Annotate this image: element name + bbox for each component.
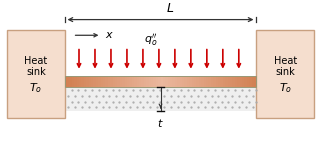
Bar [82,76,84,87]
Bar [91,76,94,87]
Bar [127,76,130,87]
Bar [72,76,74,87]
Bar [182,76,185,87]
Bar [158,76,161,87]
Bar [93,76,96,87]
Bar [175,76,178,87]
Bar [141,76,144,87]
Bar [254,76,257,87]
Bar [252,76,254,87]
Bar [65,76,67,87]
Bar [125,76,127,87]
Bar [149,76,151,87]
Bar [204,76,206,87]
Bar [69,76,72,87]
Bar [237,76,240,87]
Bar [77,76,79,87]
Bar [153,76,156,87]
Bar [208,76,211,87]
Bar [105,76,108,87]
Bar [189,76,192,87]
Text: Heat: Heat [273,56,297,66]
Bar [232,76,235,87]
Bar [201,76,204,87]
Text: Heat: Heat [24,56,48,66]
Bar [185,76,187,87]
Bar [151,76,154,87]
Bar [7,30,65,118]
Bar [177,76,180,87]
Bar [89,76,91,87]
Bar [180,76,182,87]
Bar [165,76,168,87]
Bar [146,76,149,87]
Bar [79,76,82,87]
Bar [144,76,146,87]
Bar [134,76,137,87]
Bar [98,76,101,87]
Text: $T_o$: $T_o$ [279,81,292,95]
Bar [168,76,170,87]
Text: $q_o''$: $q_o''$ [144,32,158,48]
Bar [225,76,228,87]
Bar [129,76,132,87]
Bar [170,76,173,87]
Bar [117,76,120,87]
Bar [136,76,139,87]
Bar [247,76,249,87]
Bar [120,76,123,87]
Bar [100,76,103,87]
Bar [96,76,99,87]
Bar [84,76,87,87]
Bar [113,76,115,87]
Bar [196,76,199,87]
Bar [132,76,134,87]
Bar [242,76,245,87]
Bar [194,76,197,87]
Bar [110,76,113,87]
Text: $t$: $t$ [157,117,164,129]
Bar [122,76,125,87]
Bar [187,76,190,87]
Text: sink: sink [26,67,46,77]
Bar [244,76,247,87]
Bar [172,76,175,87]
Bar [221,76,223,87]
Bar [74,76,77,87]
Bar [228,76,230,87]
Bar [156,76,159,87]
Bar [108,76,110,87]
Bar [218,76,221,87]
Bar [86,76,89,87]
Bar [235,76,238,87]
Bar [103,76,106,87]
Text: $T_o$: $T_o$ [29,81,42,95]
Text: sink: sink [275,67,295,77]
Bar [206,76,209,87]
Bar [211,76,213,87]
Bar [256,30,314,118]
Bar [223,76,226,87]
Bar [65,87,256,111]
Bar [216,76,218,87]
Bar [65,76,256,87]
Text: $L$: $L$ [166,2,174,15]
Bar [249,76,252,87]
Bar [67,76,70,87]
Bar [199,76,202,87]
Bar [163,76,166,87]
Bar [230,76,233,87]
Bar [213,76,216,87]
Bar [239,76,242,87]
Bar [139,76,142,87]
Bar [115,76,118,87]
Bar [192,76,195,87]
Text: $x$: $x$ [105,30,114,40]
Bar [160,76,163,87]
